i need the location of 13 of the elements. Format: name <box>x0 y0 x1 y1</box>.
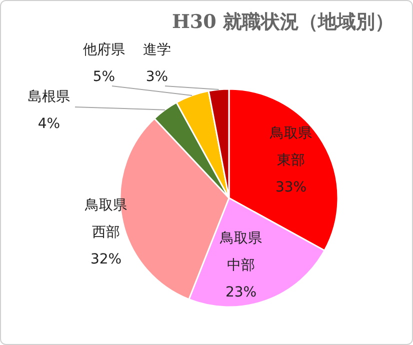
data-label: 33% <box>274 178 308 198</box>
slice-label: 進学 <box>142 41 172 60</box>
slice-label: 鳥取県中部 <box>219 230 263 276</box>
data-label: 3% <box>144 68 170 87</box>
data-label: 5% <box>92 68 116 87</box>
slice-label: 鳥取県西部 <box>84 196 128 242</box>
slice-label: 他府県 <box>82 41 126 60</box>
chart-title: H30 就職状況（地域別） <box>172 10 394 35</box>
slice-label: 鳥取県東部 <box>269 124 313 170</box>
data-label: 32% <box>89 250 123 270</box>
data-label: 23% <box>224 284 258 302</box>
slice-label: 島根県 <box>27 88 71 107</box>
data-label: 4% <box>36 115 62 134</box>
